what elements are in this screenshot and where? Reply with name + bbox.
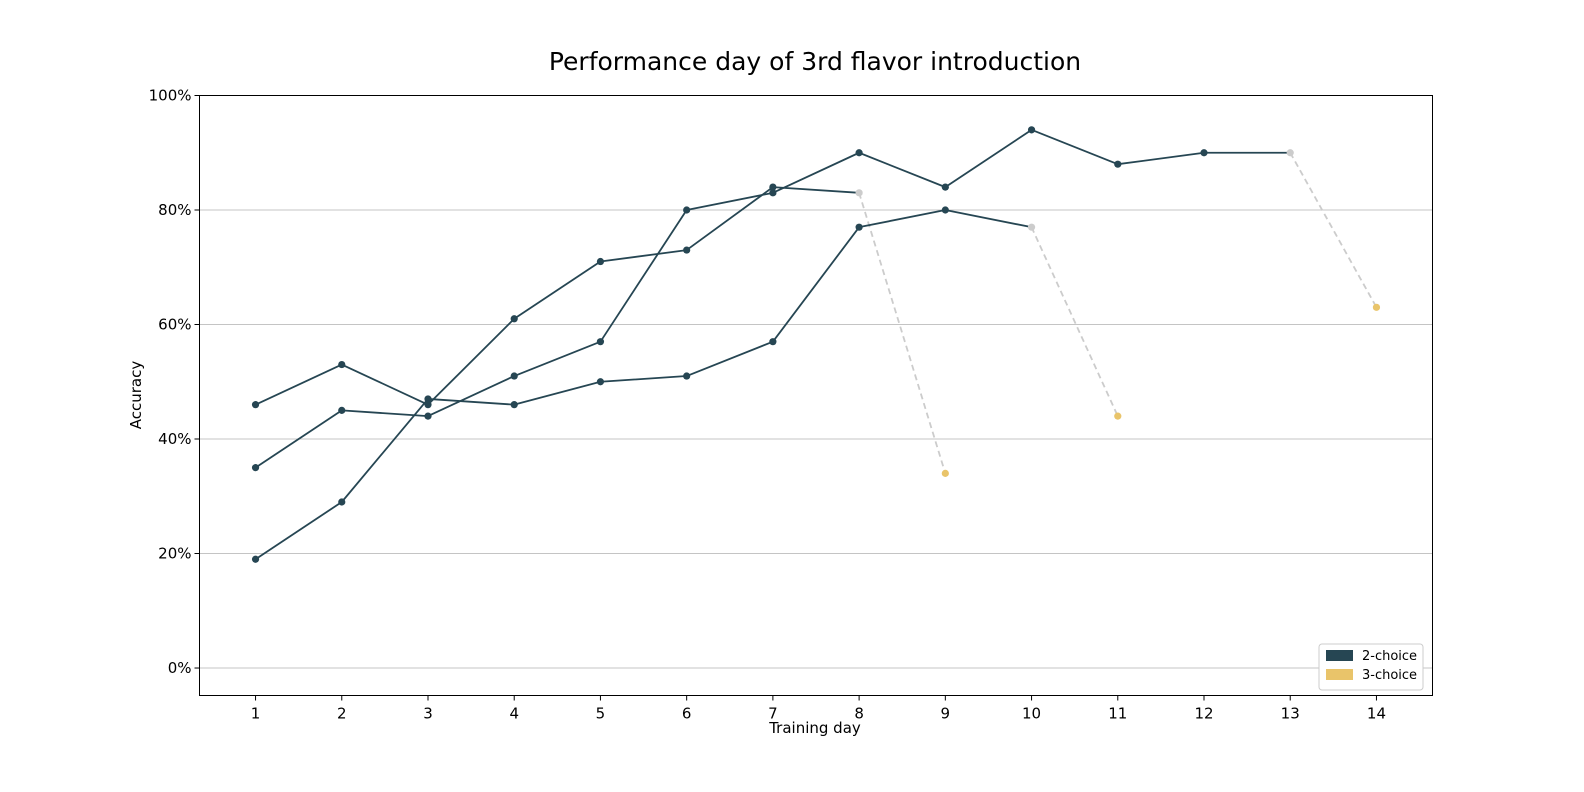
two-choice-point — [683, 372, 691, 380]
data-points — [251, 126, 1381, 563]
chart-title: Performance day of 3rd flavor introducti… — [549, 47, 1081, 76]
two-choice-point — [1027, 223, 1036, 231]
x-tick-label: 1 — [251, 705, 261, 723]
two-choice-point — [251, 401, 260, 409]
y-tick-label: 0% — [168, 659, 192, 677]
x-tick-label: 5 — [596, 705, 606, 723]
transition-line-3 — [1030, 226, 1119, 417]
x-tick-label: 7 — [768, 705, 778, 723]
transition-line-2 — [1289, 152, 1378, 308]
two-choice-point — [769, 189, 777, 197]
two-choice-point — [941, 206, 949, 214]
two-choice-point — [338, 360, 346, 369]
x-axis: 1 2 3 4 5 6 7 8 9 10 11 12 13 14 — [251, 695, 1386, 723]
three-choice-point — [1114, 412, 1122, 420]
x-tick-label: 14 — [1367, 705, 1386, 723]
two-choice-point — [683, 246, 691, 254]
two-choice-line-1 — [255, 186, 860, 406]
x-tick-label: 10 — [1022, 705, 1041, 723]
two-choice-point — [769, 183, 777, 191]
plot-frame — [199, 95, 1433, 696]
three-choice-point — [1372, 303, 1381, 311]
x-tick-label: 12 — [1194, 705, 1213, 723]
two-choice-point — [1114, 160, 1122, 168]
y-axis-label: Accuracy — [127, 361, 145, 430]
two-choice-line-2 — [255, 128, 1291, 469]
two-choice-point — [1286, 149, 1294, 157]
x-tick-label: 8 — [854, 705, 864, 723]
legend-swatch-2-choice — [1326, 650, 1353, 661]
x-tick-label: 4 — [509, 705, 519, 723]
two-choice-point — [596, 378, 605, 386]
x-tick-label: 3 — [423, 705, 433, 723]
two-choice-point — [251, 464, 260, 472]
x-tick-label: 6 — [682, 705, 692, 723]
two-choice-point — [338, 498, 346, 506]
three-choice-point — [941, 469, 949, 477]
two-choice-point — [424, 395, 432, 403]
two-choice-point — [1027, 126, 1036, 134]
two-choice-point — [1200, 149, 1208, 157]
two-choice-point — [510, 372, 518, 380]
two-choice-point — [510, 315, 518, 323]
two-choice-point — [941, 183, 949, 191]
two-choice-point — [855, 149, 863, 157]
two-choice-point — [251, 555, 260, 563]
two-choice-line-3 — [255, 209, 1032, 560]
y-tick-label: 40% — [158, 430, 191, 448]
two-choice-point — [855, 189, 863, 197]
data-lines — [255, 128, 1378, 560]
legend-label-2-choice: 2-choice — [1362, 649, 1417, 664]
two-choice-point — [769, 338, 777, 346]
x-tick-label: 2 — [337, 705, 347, 723]
two-choice-point — [424, 412, 432, 420]
two-choice-point — [424, 401, 432, 409]
two-choice-point — [596, 257, 605, 266]
x-tick-label: 13 — [1281, 705, 1300, 723]
y-axis: 0% 20% 40% 60% 80% 100% — [149, 87, 200, 677]
y-tick-label: 100% — [149, 87, 192, 105]
y-tick-label: 20% — [158, 545, 191, 563]
transition-line-1 — [858, 192, 947, 474]
two-choice-point — [338, 406, 346, 414]
two-choice-point — [855, 223, 863, 231]
legend: 2-choice 3-choice — [1318, 643, 1424, 691]
x-tick-label: 9 — [941, 705, 951, 723]
grid — [199, 95, 1433, 669]
x-tick-label: 11 — [1108, 705, 1127, 723]
x-axis-label: Training day — [768, 719, 861, 737]
two-choice-point — [596, 338, 605, 346]
y-tick-label: 80% — [158, 201, 191, 219]
two-choice-point — [510, 401, 518, 409]
y-tick-label: 60% — [158, 316, 191, 334]
two-choice-point — [683, 206, 691, 214]
legend-label-3-choice: 3-choice — [1362, 668, 1417, 683]
legend-swatch-3-choice — [1326, 669, 1353, 680]
